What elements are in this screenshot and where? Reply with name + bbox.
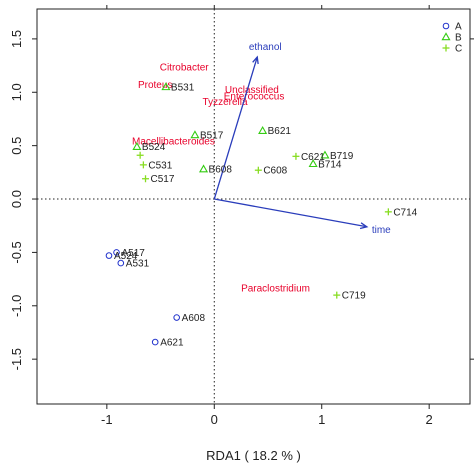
x-axis-title: RDA1 ( 18.2 % ) — [206, 448, 301, 463]
legend-label: A — [455, 22, 462, 33]
frame-layer — [36, 5, 474, 405]
point-marker-C714 — [384, 208, 392, 216]
y-tick-label: 1.0 — [9, 83, 24, 101]
point-label: C517 — [151, 174, 175, 185]
point-marker-B517 — [190, 130, 200, 139]
x-tick-label: 2 — [426, 412, 433, 427]
point-label: A531 — [126, 259, 150, 270]
legend-marker-B — [441, 32, 451, 41]
point-label: B714 — [318, 159, 342, 170]
point-label: B621 — [268, 126, 292, 137]
point-label: A517 — [122, 248, 146, 259]
legend-label: C — [455, 44, 462, 55]
legend-marker-A — [442, 22, 450, 30]
point-marker — [136, 151, 144, 159]
point-label: B524 — [142, 142, 166, 153]
point-label: C621 — [301, 152, 325, 163]
taxon-label: Macellibacteroides — [132, 136, 215, 147]
y-axis: -1.5 -1.0 -0.5 0.0 0.5 1.0 1.5 — [9, 30, 37, 370]
point-label: A524 — [114, 251, 138, 262]
point-marker-A524 — [105, 252, 113, 259]
point-marker-B524 — [132, 142, 142, 150]
vector-time — [214, 198, 367, 228]
point-marker-A531 — [117, 259, 125, 267]
point-marker-C608 — [254, 166, 262, 174]
point-marker-C531 — [139, 161, 147, 169]
point-marker-B621 — [258, 125, 268, 134]
point-marker-C621 — [292, 152, 300, 160]
legend-marker-C — [442, 44, 450, 52]
taxon-label: Unclassified — [225, 85, 279, 96]
vector-ethanol — [213, 56, 258, 200]
point-label: C719 — [342, 291, 366, 302]
point-label: B608 — [209, 165, 233, 176]
y-tick-label: 1.5 — [9, 30, 24, 48]
vector-label: time — [372, 225, 391, 236]
point-label: B517 — [200, 130, 224, 141]
y-tick-label: 0.5 — [9, 137, 24, 155]
x-tick-label: 1 — [318, 412, 325, 427]
point-label: C531 — [148, 160, 172, 171]
y-tick-label: -0.5 — [9, 241, 24, 263]
taxon-label: Tyzzerella — [203, 97, 248, 108]
point-marker-B719 — [320, 150, 330, 159]
vector-arrowhead — [252, 55, 259, 65]
y-tick-label: -1.0 — [9, 295, 24, 317]
taxa-labels: Citrobacter Proteus UnclassifiedEnterococc… — [132, 63, 310, 295]
x-axis: -1 0 1 2 — [101, 404, 433, 427]
point-marker-C719 — [333, 291, 341, 299]
taxon-label: Proteus — [138, 80, 172, 91]
y-tick-label: 0.0 — [9, 190, 24, 208]
point-marker-A621 — [151, 338, 159, 346]
x-tick-label: 0 — [211, 412, 218, 427]
point-marker-B714 — [308, 159, 318, 168]
x-tick-label: -1 — [101, 412, 113, 427]
point-marker-B608 — [198, 164, 209, 173]
point-marker-A517 — [113, 249, 120, 256]
point-label: C608 — [263, 166, 287, 177]
vector-label: ethanol — [249, 42, 282, 53]
legend-label: B — [455, 33, 462, 44]
reference-lines — [37, 9, 470, 404]
vector-arrowhead — [359, 222, 369, 230]
point-label: C714 — [393, 207, 417, 218]
legend: ABC — [441, 22, 462, 55]
taxon-label: Paraclostridium — [241, 284, 310, 295]
point-marker-C517 — [142, 175, 150, 183]
point-label: B719 — [330, 151, 354, 162]
taxon-label: Enterococcus — [224, 92, 285, 103]
point-marker-A608 — [173, 314, 180, 321]
point-label: B531 — [171, 82, 195, 93]
point-label: A608 — [182, 313, 206, 324]
taxon-label: Citrobacter — [160, 63, 210, 74]
plot-frame — [36, 8, 471, 405]
environmental-vectors: ethanol time — [213, 42, 391, 236]
point-marker-B531 — [161, 82, 171, 91]
y-tick-label: -1.5 — [9, 348, 24, 370]
point-label: A621 — [160, 338, 184, 349]
